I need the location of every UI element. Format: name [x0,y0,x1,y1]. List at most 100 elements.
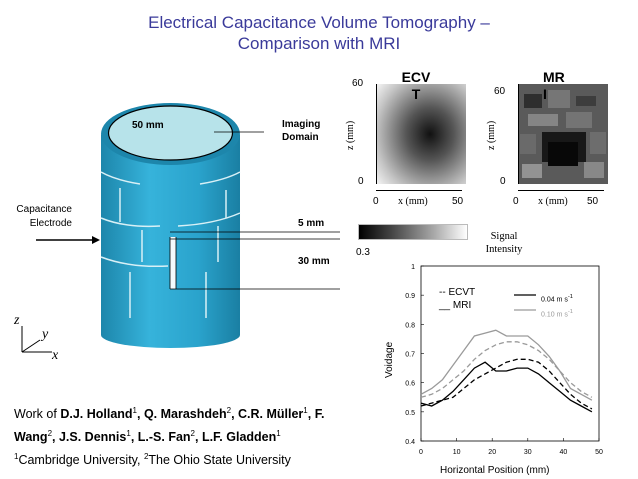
series-line-1 [420,358,593,410]
cylinder-body [101,135,240,335]
capacitance-electrode-label: Capacitance Electrode [0,203,72,231]
plot-area [420,265,600,442]
author-dennis: , J.S. Dennis [52,430,127,445]
title-line-2: Comparison with MRI [237,34,401,53]
ecvt-ytick-60: 60 [352,78,364,89]
mri-ytick-0: 0 [500,176,506,187]
axis-y-label: y [42,327,49,342]
height-30mm-label: 30 mm [298,256,330,267]
axis-x-label: x [52,348,59,363]
mri-title-line-2: I [543,86,547,102]
author-gladden: , L.F. Gladden [195,430,277,445]
ecvt-title-line-1: ECV [401,69,431,85]
y-tick-label: 0.5 [405,410,415,417]
aff-1-sup: 1 [14,452,19,462]
ecvt-y-axis [370,84,377,184]
credits-line-1: Work of D.J. Holland1, Q. Marashdeh2, C.… [14,401,394,424]
series-line-0 [420,361,593,413]
ecvt-ytick-0: 0 [358,176,364,187]
author-f: , F. [307,407,325,422]
mri-xtick-50: 50 [587,196,599,207]
legend-speed-1-text: 0.04 m s [541,296,568,304]
legend-methods: -- ECVT __ MRI [439,286,475,312]
author-marashdeh-sup: 2 [226,406,232,415]
intensity-colorbar [358,224,468,240]
affiliation-cambridge: Cambridge University, [18,453,144,468]
ecvt-xtick-50: 50 [452,196,464,207]
legend-speed-1: 0.04 m s-1 [541,290,573,307]
affiliation-ohio-state: The Ohio State University [148,453,291,468]
author-marashdeh: , Q. Marashdeh [137,407,227,422]
mri-image [518,84,608,184]
x-tick-label: 50 [595,449,603,456]
mri-ytick-60: 60 [494,86,506,97]
imaging-domain-top [107,105,234,161]
y-tick-label: 0.6 [405,381,415,388]
author-muller: , C.R. Müller [231,407,304,422]
ecvt-x-axis [376,190,462,191]
slide-title: Electrical Capacitance Volume Tomography… [0,12,638,54]
author-holland: D.J. Holland [60,407,133,422]
y-tick-label: 0.7 [405,352,415,359]
voidage-chart: 0.40.50.60.70.80.910 10 20 30 40 50 [405,264,603,456]
credits-line-2: Wang2, J.S. Dennis1, L.-S. Fan2, L.F. Gl… [14,424,394,447]
legend-speed-2-sup: -1 [567,309,574,315]
electrode-arrow-head [92,236,100,244]
axes-glyph [21,326,52,353]
colorbar-label-line-1: Signal [490,231,518,242]
y-tick-label: 0.4 [405,439,415,446]
mri-x-axis [518,190,604,191]
ecvt-title-line-2: T [411,86,421,102]
chart-ylabel: Voidage [384,341,395,378]
author-wang: Wang [14,430,48,445]
colorbar-min-label: 0.3 [356,247,370,258]
x-tick-label: 0 [419,449,423,456]
ecvt-xtick-0: 0 [373,196,379,207]
y-tick-label: 1 [411,264,415,271]
gap-5mm-label: 5 mm [298,218,325,229]
author-wang-sup: 2 [47,429,53,439]
x-tick-label: 10 [453,449,461,456]
author-muller-sup: 1 [303,406,308,415]
diameter-label: 50 mm [132,120,164,131]
author-dennis-sup: 1 [126,429,131,439]
series-line-2 [420,329,593,401]
ecvt-xlabel: x (mm) [398,196,428,207]
ecvt-ylabel: z (mm) [345,120,356,150]
mri-title-line-1: MR [543,69,565,85]
legend-speed-1-sup: -1 [567,294,574,300]
legend-speed-2-text: 0.10 m s [541,311,568,319]
cylinder-diagram [21,103,340,353]
mri-ylabel: z (mm) [486,120,497,150]
x-tick-label: 20 [488,449,496,456]
imaging-domain-label: Imaging Domain [282,118,320,144]
colorbar-label: Signal Intensity [478,230,530,256]
imaging-domain-line-1: Imaging [282,119,321,130]
x-tick-label: 40 [560,449,568,456]
x-tick-label: 30 [524,449,532,456]
author-holland-sup: 1 [132,406,137,415]
mri-title: MR I [543,69,583,103]
legend-mri: __ MRI [439,300,472,311]
author-gladden-sup: 1 [276,429,281,439]
credits-block: Work of D.J. Holland1, Q. Marashdeh2, C.… [14,401,394,470]
cylinder-bottom [101,322,240,348]
dimension-lines [170,131,340,290]
electrode-line-2: Electrode [29,218,72,229]
series-line-3 [420,341,593,398]
chart-legend [514,294,536,311]
aff-2-sup: 2 [143,452,149,462]
credits-prefix: Work of [14,407,61,422]
chart-xlabel: Horizontal Position (mm) [440,465,550,476]
credits-line-3: 1Cambridge University, 2The Ohio State U… [14,447,394,470]
electrode-line-1: Capacitance [16,204,72,215]
legend-speed-2: 0.10 m s-1 [541,305,573,322]
mri-xlabel: x (mm) [538,196,568,207]
y-tick-label: 0.8 [405,322,415,329]
legend-ecvt: -- ECVT [439,287,476,298]
author-fan-sup: 2 [190,429,195,439]
axis-z-label: z [14,313,20,328]
author-fan: , L.-S. Fan [130,430,191,445]
colorbar-label-line-2: Intensity [485,244,523,255]
y-tick-label: 0.9 [405,293,415,300]
